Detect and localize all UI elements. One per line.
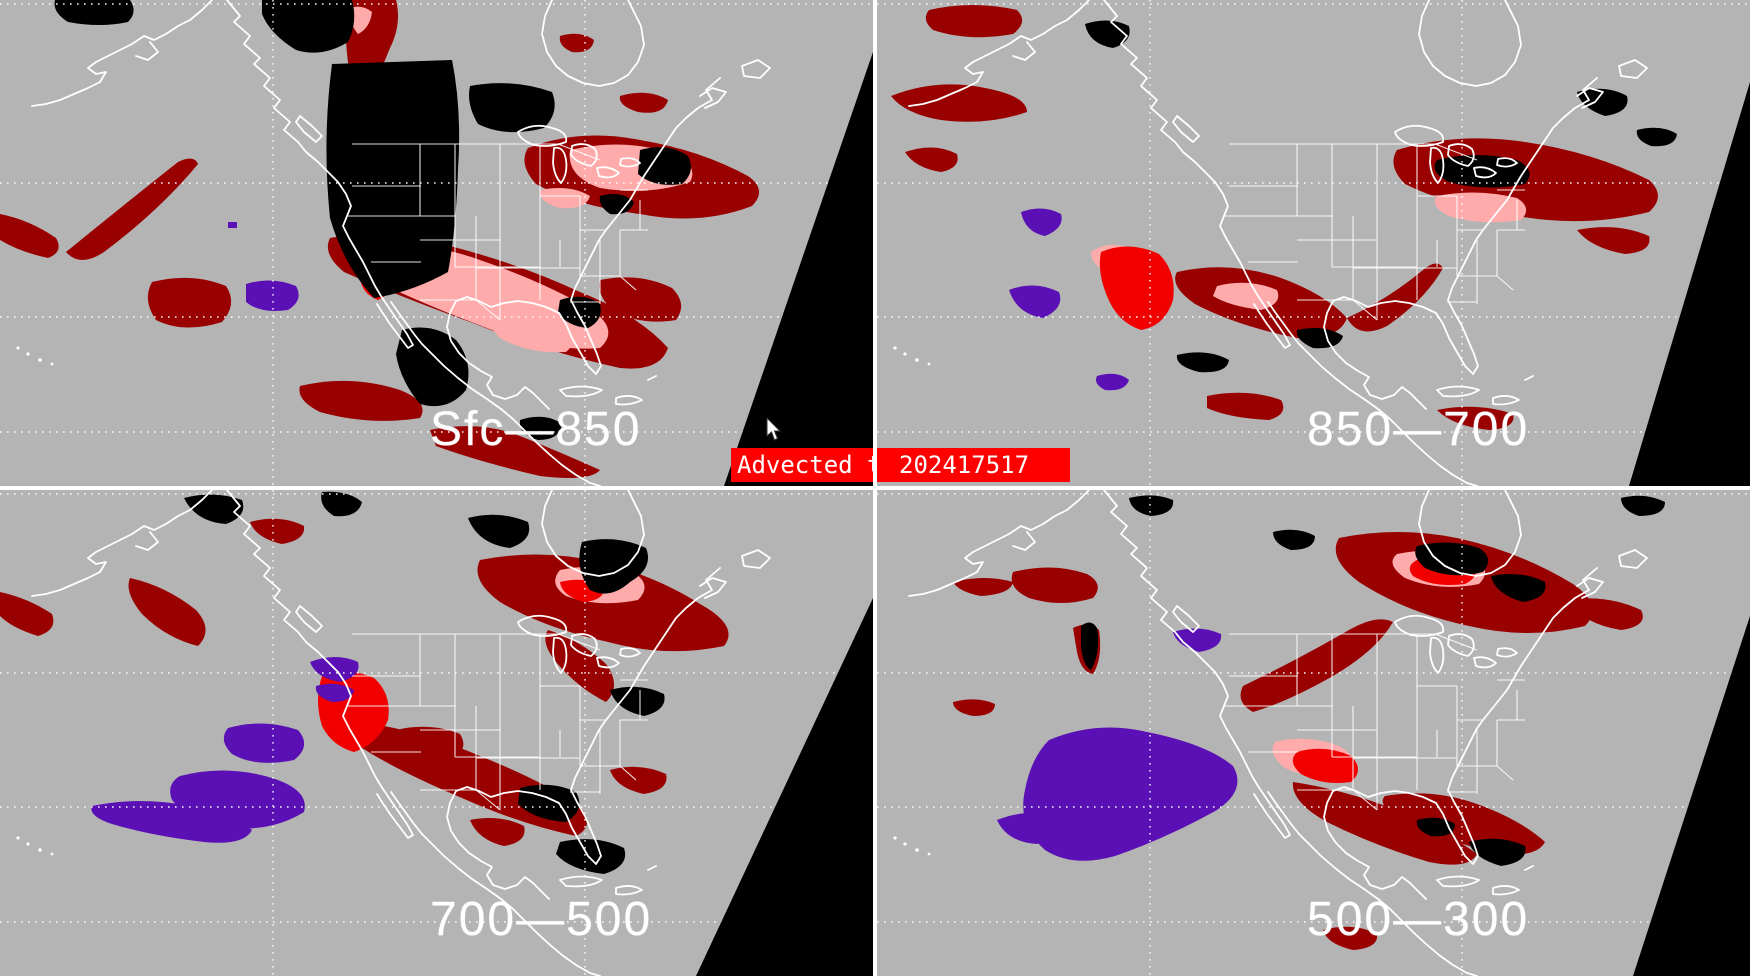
moisture-layer-purple — [1009, 208, 1129, 391]
satellite-limb-black-wedge — [696, 598, 873, 976]
panel-850-700: 850—700 — [877, 0, 1750, 486]
moisture-layer-purple — [228, 222, 299, 311]
map-sfc-850 — [0, 0, 873, 486]
moisture-layer-purple — [997, 628, 1238, 861]
map-700-500 — [0, 490, 873, 976]
layer-label-700-500: 700—500 — [430, 893, 653, 946]
moisture-layer-red — [1099, 246, 1174, 330]
satellite-limb-black-wedge — [1633, 616, 1750, 976]
advected-to-banner: Advected to — [731, 448, 896, 482]
layer-label-sfc-850: Sfc—850 — [430, 403, 642, 456]
layer-label-500-300: 500—300 — [1307, 893, 1530, 946]
timestamp-banner: 202417517 — [877, 448, 1070, 482]
moisture-layer-black — [54, 0, 691, 440]
panel-700-500: 700—500 — [0, 490, 873, 976]
moisture-layer-purple — [91, 657, 359, 843]
timestamp-text: 202417517 — [899, 451, 1030, 479]
moisture-layer-black — [1081, 495, 1665, 866]
satellite-limb-black-wedge — [1629, 82, 1750, 486]
map-850-700 — [877, 0, 1750, 486]
layer-label-850-700: 850—700 — [1307, 403, 1530, 456]
map-500-300 — [877, 490, 1750, 976]
advected-to-text: Advected to — [737, 451, 896, 479]
panel-sfc-850: Sfc—850 — [0, 0, 873, 486]
moisture-layer-dark-red — [891, 5, 1658, 430]
mouse-cursor — [766, 417, 782, 441]
satellite-limb-black-wedge — [724, 52, 873, 486]
panel-500-300: 500—300 — [877, 490, 1750, 976]
